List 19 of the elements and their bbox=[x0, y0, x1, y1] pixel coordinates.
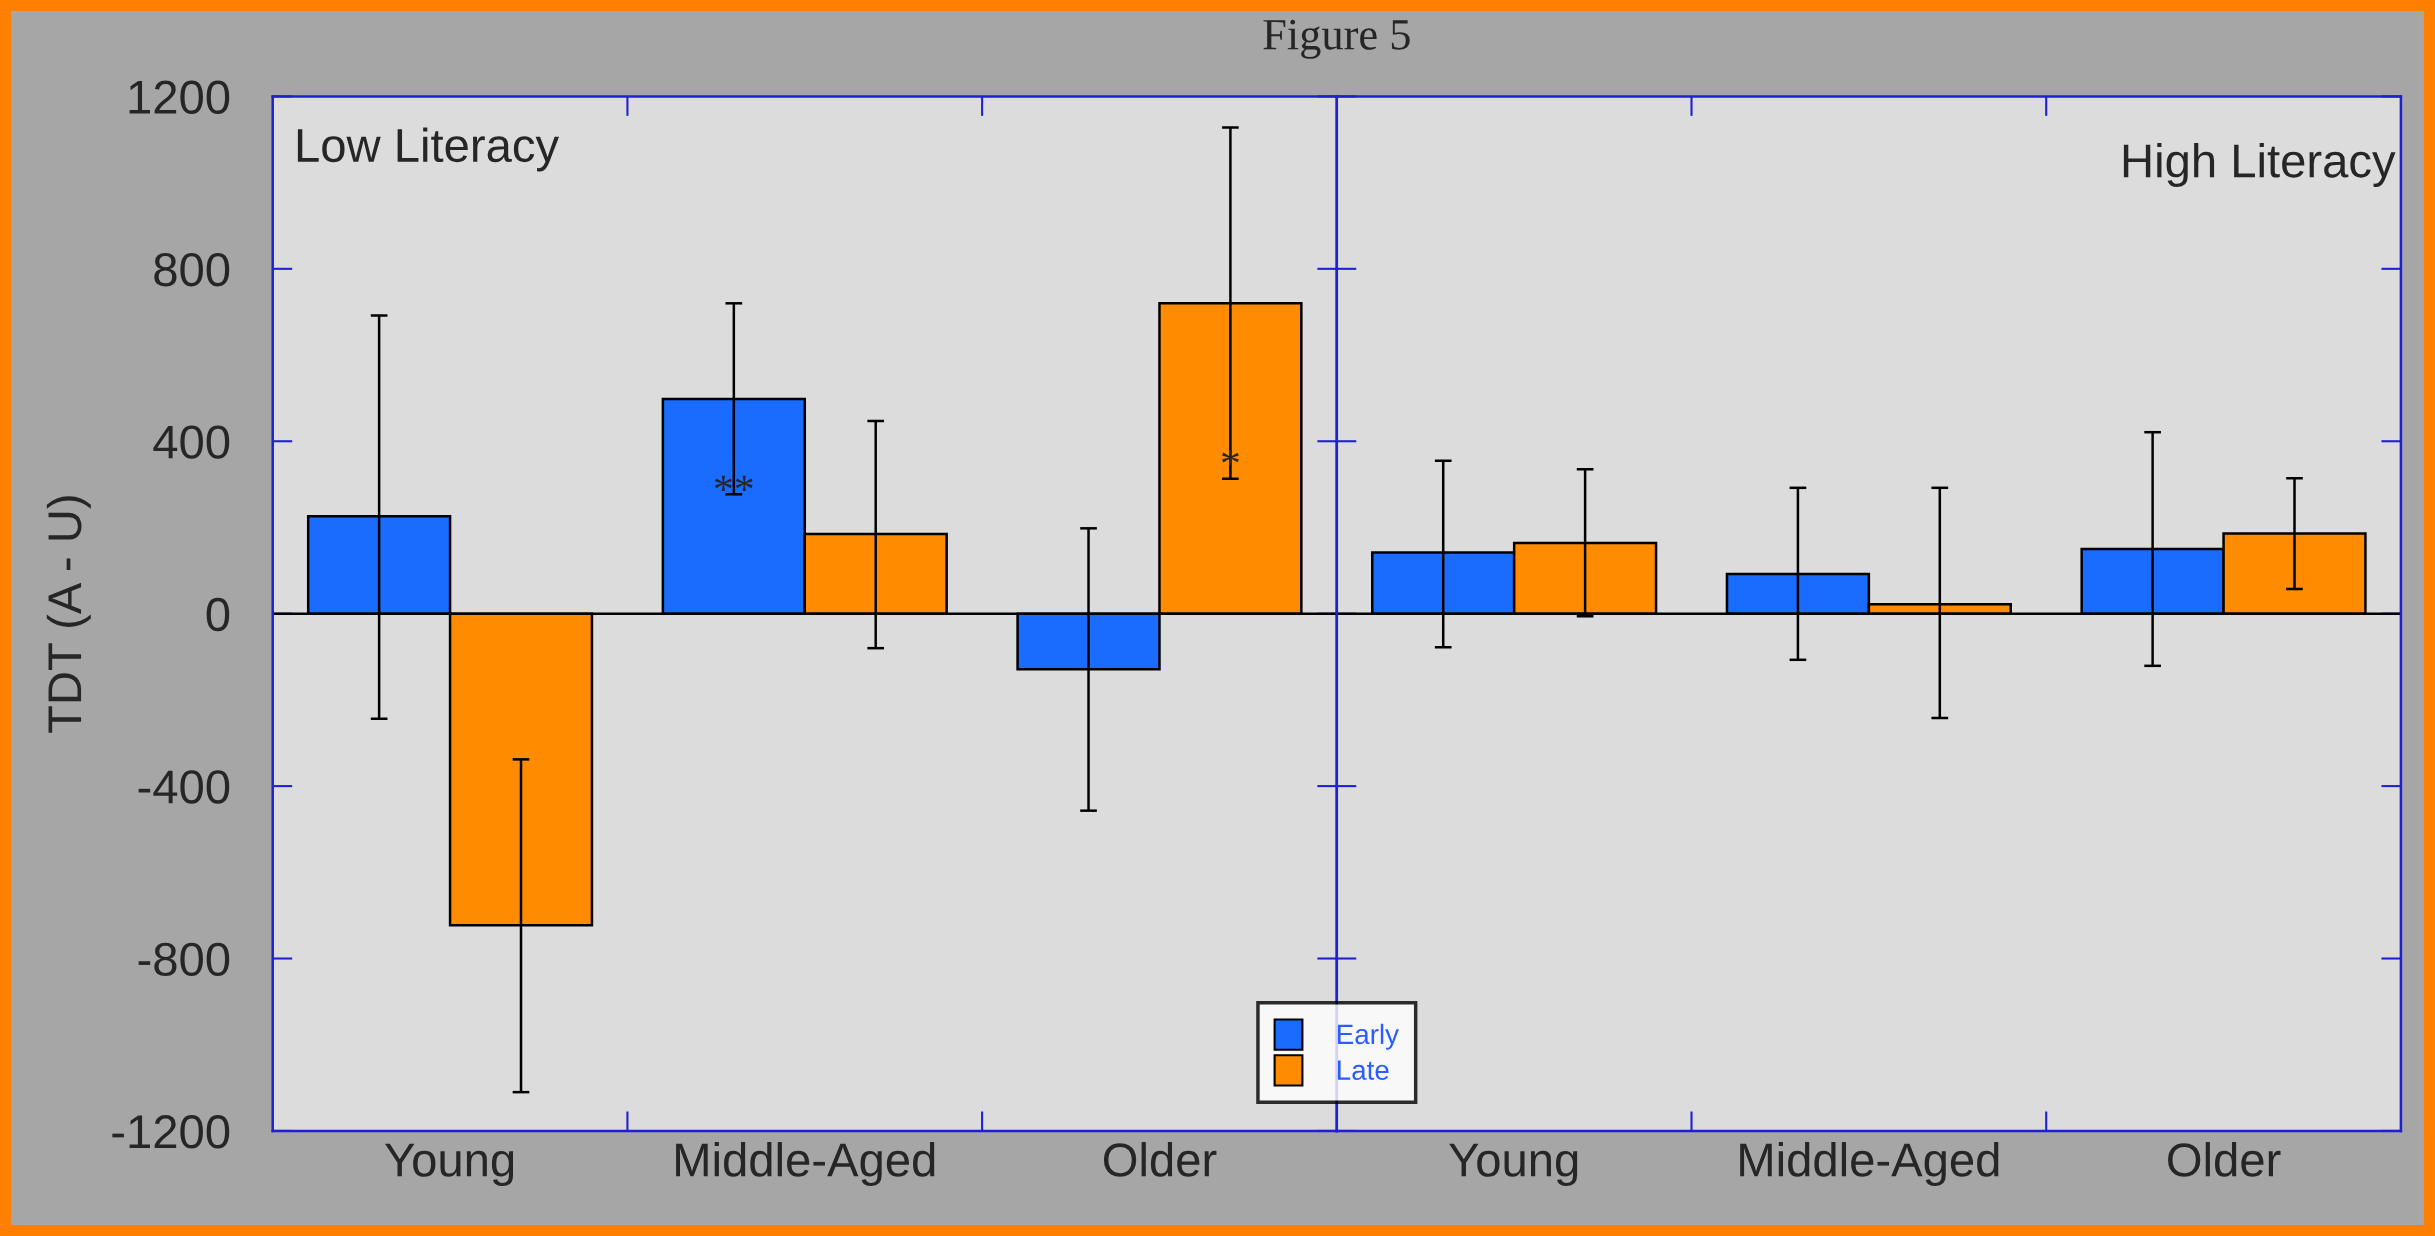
y-tick-label: 400 bbox=[153, 425, 230, 459]
annotation: Low Literacy bbox=[297, 127, 560, 172]
legend-label: Late bbox=[1338, 1060, 1389, 1080]
x-tick-label: Young bbox=[384, 1143, 514, 1187]
annotation: High Literacy bbox=[2123, 142, 2396, 187]
x-tick-label: Middle-Aged bbox=[676, 1142, 935, 1187]
x-tick-label: Older bbox=[1103, 1142, 1217, 1177]
y-tick-label: 800 bbox=[154, 252, 230, 287]
x-tick-label: Middle-Aged bbox=[1740, 1142, 1999, 1187]
x-tick-label: Young bbox=[1449, 1143, 1578, 1187]
y-tick-label: 1200 bbox=[129, 80, 230, 114]
y-tick-label: -400 bbox=[138, 770, 230, 804]
y-axis-title: TDT (A - U) bbox=[46, 496, 91, 733]
chart-title: Figure 5 bbox=[1263, 19, 1410, 59]
x-tick-label: Older bbox=[2168, 1142, 2281, 1177]
y-tick-label: 0 bbox=[206, 597, 230, 632]
legend-label: Early bbox=[1338, 1023, 1399, 1050]
y-tick-label: -1200 bbox=[112, 1115, 230, 1149]
y-tick-label: -800 bbox=[138, 942, 230, 977]
